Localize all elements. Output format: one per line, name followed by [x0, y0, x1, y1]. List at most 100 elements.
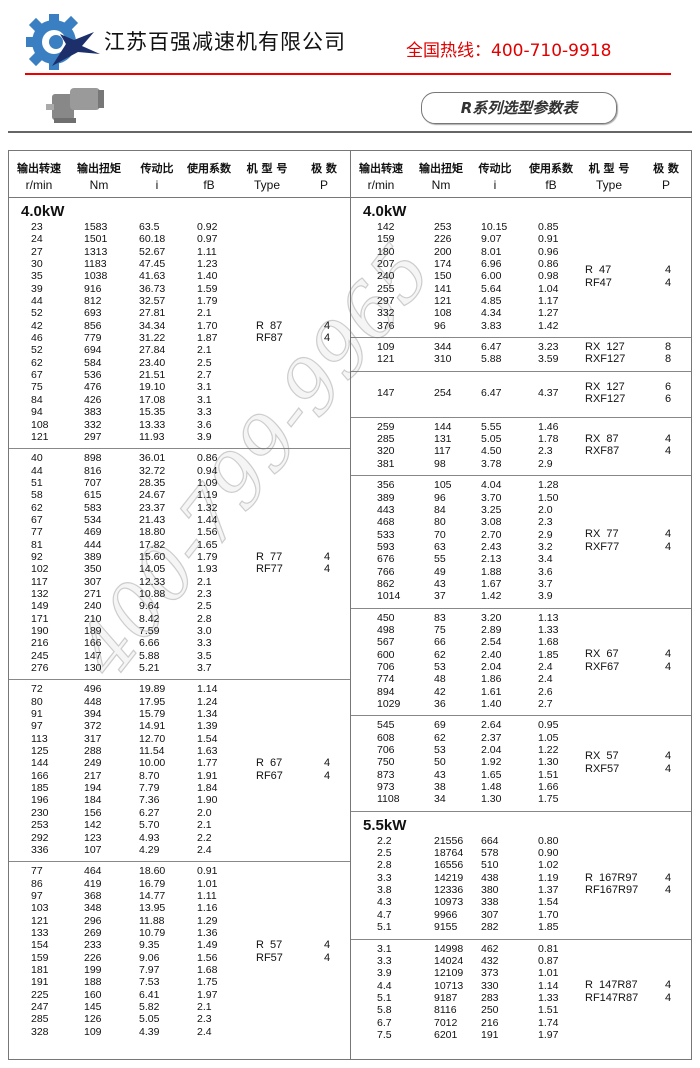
gear-motor-image — [46, 88, 104, 123]
service-factor-cell: 1.17 — [538, 295, 559, 308]
service-factor-cell: 3.6 — [538, 565, 553, 578]
service-factor-cell: 1.91 — [197, 769, 218, 782]
table-row: 52 694 27.84 2.1 — [9, 344, 350, 356]
torque-cell: 536 — [84, 369, 102, 382]
type-line: RF167R97 4 — [585, 884, 691, 897]
torque-cell: 1038 — [84, 270, 108, 283]
speed-cell: 67 — [31, 513, 43, 526]
model-number: RXF87 — [585, 445, 620, 458]
service-factor-cell: 1.33 — [538, 991, 559, 1004]
table-row: 381 98 3.78 2.9 — [351, 458, 691, 470]
table-row: 92 389 15.60 1.79 — [9, 551, 350, 563]
torque-cell: 812 — [84, 295, 102, 308]
service-factor-cell: 1.14 — [538, 979, 559, 992]
service-factor-cell: 3.3 — [197, 406, 212, 419]
model-number: RF147R87 — [585, 991, 639, 1004]
torque-cell: 142 — [84, 819, 102, 832]
speed-cell: 285 — [31, 1013, 49, 1026]
header-poles-cn: 极 数 — [311, 162, 337, 175]
model-group: 4.0kW 23 1583 63.5 0.92 24 1501 60.18 0.97 27 1313… — [9, 198, 350, 450]
ratio-cell: 7.97 — [139, 963, 160, 976]
ratio-cell: 11.54 — [139, 745, 165, 758]
torque-cell: 1183 — [84, 258, 107, 271]
table-row: 894 42 1.61 2.6 — [351, 686, 691, 698]
table-row: 46 779 31.22 1.87 — [9, 332, 350, 344]
torque-cell: 174 — [434, 258, 452, 271]
ratio-cell: 1.42 — [481, 590, 502, 603]
type-line: RF147R87 4 — [585, 992, 691, 1005]
table-row: 40 898 36.01 0.86 — [9, 452, 350, 464]
speed-cell: 973 — [377, 781, 395, 794]
table-row: 196 184 7.36 1.90 — [9, 794, 350, 806]
service-factor-cell: 1.93 — [197, 563, 218, 576]
ratio-cell: 4.50 — [481, 445, 502, 458]
type-line: R 147R87 4 — [585, 979, 691, 992]
table-row: 336 107 4.29 2.4 — [9, 844, 350, 856]
table-row: 245 147 5.88 3.5 — [9, 650, 350, 662]
service-factor-cell: 0.81 — [538, 942, 559, 955]
torque-cell: 240 — [84, 600, 102, 613]
speed-cell: 181 — [31, 963, 49, 976]
type-line: RX 87 4 — [585, 433, 691, 446]
ratio-cell: 9.64 — [139, 600, 160, 613]
ratio-cell: 3.20 — [481, 611, 502, 624]
table-row: 62 583 23.37 1.32 — [9, 502, 350, 514]
pole-count: 4 — [665, 750, 672, 763]
service-factor-cell: 1.33 — [538, 623, 559, 636]
pole-count: 4 — [324, 332, 331, 345]
ratio-cell: 31.22 — [139, 332, 166, 345]
speed-cell: 94 — [31, 406, 43, 419]
ratio-cell: 13.95 — [139, 902, 166, 915]
table-row: 376 96 3.83 1.42 — [351, 320, 691, 332]
torque-cell: 444 — [84, 538, 102, 551]
pole-count: 4 — [665, 884, 672, 897]
speed-cell: 443 — [377, 503, 395, 516]
ratio-cell: 16.79 — [139, 877, 166, 890]
ratio-cell: 4.29 — [139, 843, 160, 856]
speed-cell: 121 — [377, 353, 395, 366]
table-row: 285 126 5.05 2.3 — [9, 1013, 350, 1025]
torque-cell: 18764 — [434, 847, 464, 860]
ratio-cell: 32.72 — [139, 464, 166, 477]
pole-count: 6 — [665, 393, 672, 406]
speed-cell: 376 — [377, 319, 395, 332]
ratio-cell: 19.89 — [139, 683, 166, 696]
model-type: RX 87 4 RXF87 4 — [585, 421, 691, 470]
service-factor-cell: 1.46 — [538, 420, 559, 433]
group-rows: 2.2 21556 664 0.80 2.5 18764 578 0.90 2.8 16556 51… — [351, 835, 691, 934]
speed-cell: 125 — [31, 745, 49, 758]
model-number: RX 67 — [585, 648, 619, 661]
table-row: 171 210 8.42 2.8 — [9, 613, 350, 625]
table-row: 1029 36 1.40 2.7 — [351, 698, 691, 710]
ratio-cell: 7.53 — [139, 976, 160, 989]
table-row: 185 194 7.79 1.84 — [9, 782, 350, 794]
model-number: RF47 — [585, 276, 612, 289]
type-line: RX 127 6 — [585, 381, 691, 394]
ratio-cell: 3.25 — [481, 503, 502, 516]
speed-cell: 58 — [31, 489, 43, 502]
header-torque-unit: Nm — [89, 178, 109, 192]
speed-cell: 259 — [377, 420, 395, 433]
speed-cell: 159 — [377, 233, 395, 246]
group-rows: 40 898 36.01 0.86 44 816 32.72 0.94 51 707 28.35 1.… — [9, 452, 350, 674]
torque-cell: 50 — [434, 756, 446, 769]
type-line: R 67 4 — [256, 757, 350, 770]
service-factor-cell: 1.36 — [197, 926, 218, 939]
torque-cell: 43 — [434, 768, 446, 781]
table-row: 4.7 9966 307 1.70 — [351, 909, 691, 921]
service-factor-cell: 3.2 — [538, 540, 553, 553]
speed-cell: 240 — [377, 270, 395, 283]
service-factor-cell: 2.8 — [197, 612, 212, 625]
service-factor-cell: 2.6 — [538, 685, 553, 698]
torque-cell: 856 — [84, 319, 102, 332]
service-factor-cell: 0.87 — [538, 954, 559, 967]
torque-cell: 233 — [84, 939, 102, 952]
power-heading: 5.5kW — [363, 816, 407, 834]
pole-count: 6 — [665, 380, 672, 393]
service-factor-cell: 2.9 — [538, 457, 553, 470]
header-ratio-cn: 传动比 — [140, 162, 174, 175]
torque-cell: 372 — [84, 720, 102, 733]
torque-cell: 6201 — [434, 1028, 458, 1041]
speed-cell: 4.3 — [377, 896, 392, 909]
table-row: 86 419 16.79 1.01 — [9, 878, 350, 890]
